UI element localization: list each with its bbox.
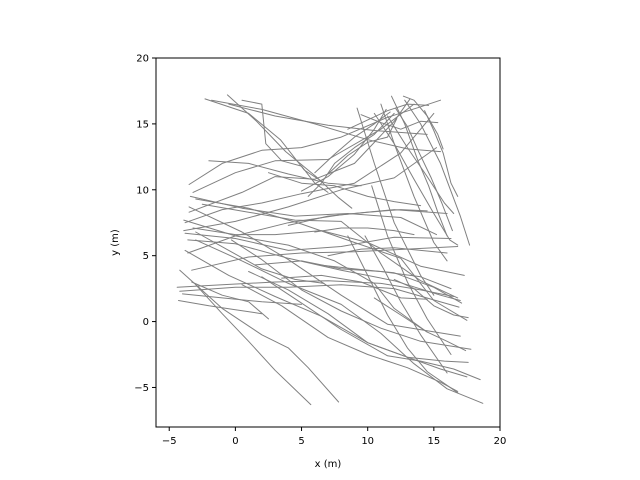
trajectory-line-37 — [364, 235, 448, 374]
trajectory-line-34 — [261, 276, 481, 381]
y-tick-label: 5 — [143, 251, 149, 262]
y-axis-ticks: −5 0 5 10 15 20 — [134, 54, 156, 394]
trajectory-line-25 — [201, 203, 459, 299]
y-tick-label: 10 — [136, 185, 149, 196]
x-tick-label: 0 — [232, 436, 238, 447]
trajectory-line-38 — [371, 185, 452, 355]
trajectory-line-46 — [424, 110, 459, 197]
x-tick-label: 10 — [361, 436, 374, 447]
trajectory-line-2 — [226, 94, 353, 209]
trajectory-line-27 — [187, 239, 461, 301]
trajectory-line-29 — [184, 232, 452, 251]
trajectory-line-14 — [179, 284, 460, 308]
trajectory-line-4 — [228, 103, 428, 135]
trajectory-line-32 — [230, 239, 472, 350]
trajectory-line-53 — [327, 118, 398, 175]
trajectory-line-62 — [208, 160, 362, 187]
axes-frame — [155, 57, 501, 428]
trajectory-line-17 — [195, 284, 312, 406]
x-tick-label: 20 — [494, 436, 507, 447]
trajectory-line-28 — [189, 195, 437, 236]
trajectory-line-36 — [347, 235, 459, 394]
plot-area — [176, 94, 484, 406]
trajectory-line-42 — [395, 107, 453, 232]
trajectory-line-48 — [360, 114, 439, 130]
trajectory-line-19 — [191, 281, 269, 320]
trajectory-line-30 — [254, 260, 452, 290]
trajectory-line-1 — [204, 98, 324, 183]
trajectory-line-31 — [318, 264, 463, 304]
trajectory-line-58 — [281, 274, 428, 300]
x-tick-label: −5 — [162, 436, 177, 447]
trajectory-line-40 — [380, 103, 448, 262]
trajectory-line-22 — [188, 206, 461, 337]
trajectory-line-6 — [188, 99, 441, 185]
trajectory-line-54 — [268, 172, 422, 207]
trajectory-line-49 — [347, 103, 430, 130]
trajectory-line-47 — [402, 95, 444, 150]
trajectory-line-39 — [356, 107, 435, 296]
trajectory-line-10 — [183, 147, 437, 232]
y-tick-label: 20 — [136, 54, 149, 65]
trajectory-line-13 — [176, 280, 455, 297]
y-tick-label: 15 — [136, 119, 149, 130]
trajectory-line-18 — [179, 269, 340, 403]
x-tick-label: 15 — [427, 436, 440, 447]
y-axis-label: y (m) — [110, 229, 121, 256]
trajectory-line-44 — [387, 115, 455, 214]
trajectory-line-8 — [188, 98, 411, 213]
trajectory-line-7 — [192, 103, 415, 193]
trajectory-line-52 — [307, 112, 395, 197]
trajectory-line-45 — [404, 99, 471, 246]
trajectory-line-9 — [184, 112, 435, 224]
x-tick-label: 5 — [298, 436, 304, 447]
trajectory-line-33 — [248, 271, 468, 378]
trajectory-line-57 — [327, 247, 448, 257]
y-tick-label: 0 — [143, 317, 149, 328]
trajectory-line-21 — [195, 239, 484, 404]
trajectory-line-23 — [183, 219, 428, 333]
trajectory-line-3 — [211, 99, 441, 153]
y-tick-label: −5 — [134, 383, 149, 394]
x-axis-label: x (m) — [315, 459, 342, 470]
trajectory-line-56 — [314, 227, 415, 236]
trajectory-line-24 — [195, 198, 468, 321]
trajectory-line-61 — [195, 231, 325, 284]
trajectory-line-43 — [373, 112, 459, 246]
trajectory-line-55 — [287, 209, 428, 226]
trajectory-line-60 — [373, 297, 467, 352]
trajectory-line-35 — [241, 284, 459, 392]
trajectory-line-59 — [393, 278, 469, 319]
x-axis-ticks: −5 0 5 10 15 20 — [162, 427, 507, 447]
